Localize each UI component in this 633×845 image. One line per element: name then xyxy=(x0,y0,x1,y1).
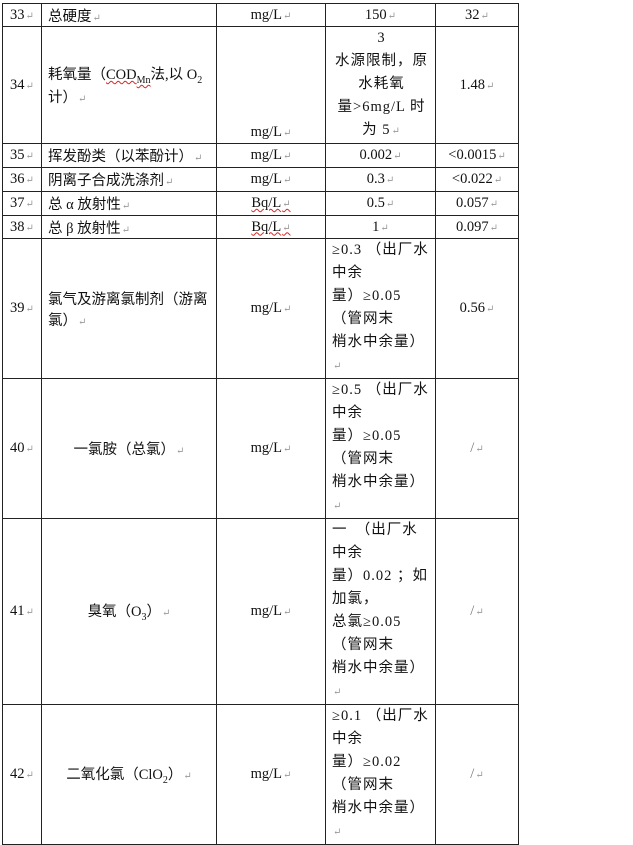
row-number: 42 xyxy=(10,766,34,782)
limit-value: ≥0.1 （出厂水中余 量）≥0.02（管网末 梢水中余量） xyxy=(325,704,436,845)
table-row: 37 总 α 放射性 Bq/L 0.5 0.057 xyxy=(2,191,519,216)
unit: mg/L xyxy=(251,603,292,619)
result-value: 0.097 xyxy=(456,219,498,235)
row-number: 34 xyxy=(10,77,34,93)
water-quality-table: 33 总硬度 mg/L 150 32 34 耗氧量（CODMn法,以 O2 计）… xyxy=(2,3,519,845)
result-value: 0.057 xyxy=(456,195,498,211)
table-row: 42 二氧化氯（ClO2） mg/L ≥0.1 （出厂水中余量）≥0.02（管网… xyxy=(2,704,519,845)
result-value: 32 xyxy=(465,7,489,23)
table-row: 38 总 β 放射性 Bq/L 1 0.097 xyxy=(2,215,519,239)
result-value: <0.022 xyxy=(452,171,502,187)
result-value: <0.0015 xyxy=(448,147,505,163)
row-number: 40 xyxy=(10,440,34,456)
item-name: 阴离子合成洗涤剂 xyxy=(48,173,173,189)
unit: mg/L xyxy=(251,147,292,163)
unit: Bq/L xyxy=(251,219,290,235)
row-number: 41 xyxy=(10,603,34,619)
table-row: 35 挥发酚类（以苯酚计） mg/L 0.002 <0.0015 xyxy=(2,143,519,168)
table-row: 40 一氯胺（总氯） mg/L ≥0.5 （出厂水中余量）≥0.05（管网末梢水… xyxy=(2,378,519,519)
item-name: 总硬度 xyxy=(48,9,101,25)
item-name: 二氧化氯（ClO2） xyxy=(66,767,192,786)
item-name: 氯气及游离氯制剂（游离氯） xyxy=(48,292,208,329)
limit-value: 150 xyxy=(365,7,396,23)
table-row: 36 阴离子合成洗涤剂 mg/L 0.3 <0.022 xyxy=(2,167,519,192)
unit: mg/L xyxy=(251,171,292,187)
table-row: 33 总硬度 mg/L 150 32 xyxy=(2,3,519,27)
limit-value: 1 xyxy=(372,219,389,235)
row-number: 39 xyxy=(10,300,34,316)
limit-value: ≥0.5 （出厂水中余 量）≥0.05（管网末 梢水中余量） xyxy=(325,378,436,519)
row-number: 35 xyxy=(10,147,34,163)
unit: mg/L xyxy=(251,766,292,782)
table-row: 34 耗氧量（CODMn法,以 O2 计） mg/L 3水源限制，原水耗氧量>6… xyxy=(2,26,519,144)
item-name: 总 α 放射性 xyxy=(48,197,130,213)
row-number: 36 xyxy=(10,171,34,187)
unit: mg/L xyxy=(251,7,292,23)
unit: mg/L xyxy=(251,124,292,140)
item-name: 总 β 放射性 xyxy=(48,221,130,237)
item-name: 臭氧（O3） xyxy=(88,604,171,623)
result-value: 1.48 xyxy=(460,77,495,93)
unit: mg/L xyxy=(251,300,292,316)
item-name: 一氯胺（总氯） xyxy=(74,442,185,458)
row-number: 38 xyxy=(10,219,34,235)
limit-value: 一 （出厂水中余 量）0.02 ；如加氯， 总氯≥0.05（管网末 梢水中余量） xyxy=(325,518,436,705)
row-number: 37 xyxy=(10,195,34,211)
item-name: 挥发酚类（以苯酚计） xyxy=(48,149,202,165)
limit-value: 0.3 xyxy=(367,171,395,187)
result-value: 0.56 xyxy=(460,300,495,316)
result-value: / xyxy=(470,766,483,782)
row-number: 33 xyxy=(10,7,34,23)
limit-value: 3 水源限制，原水耗氧 量>6mg/L 时为 5 xyxy=(325,26,436,144)
result-value: / xyxy=(470,603,483,619)
table-row: 39 氯气及游离氯制剂（游离氯） mg/L ≥0.3 （出厂水中余量）≥0.05… xyxy=(2,238,519,379)
limit-value: 0.002 xyxy=(359,147,401,163)
item-name: 耗氧量（CODMn法,以 O2 计） xyxy=(48,67,202,106)
limit-value: ≥0.3 （出厂水中余 量）≥0.05（管网末 梢水中余量） xyxy=(325,238,436,379)
unit: Bq/L xyxy=(251,195,290,211)
limit-value: 0.5 xyxy=(367,195,395,211)
unit: mg/L xyxy=(251,440,292,456)
result-value: / xyxy=(470,440,483,456)
